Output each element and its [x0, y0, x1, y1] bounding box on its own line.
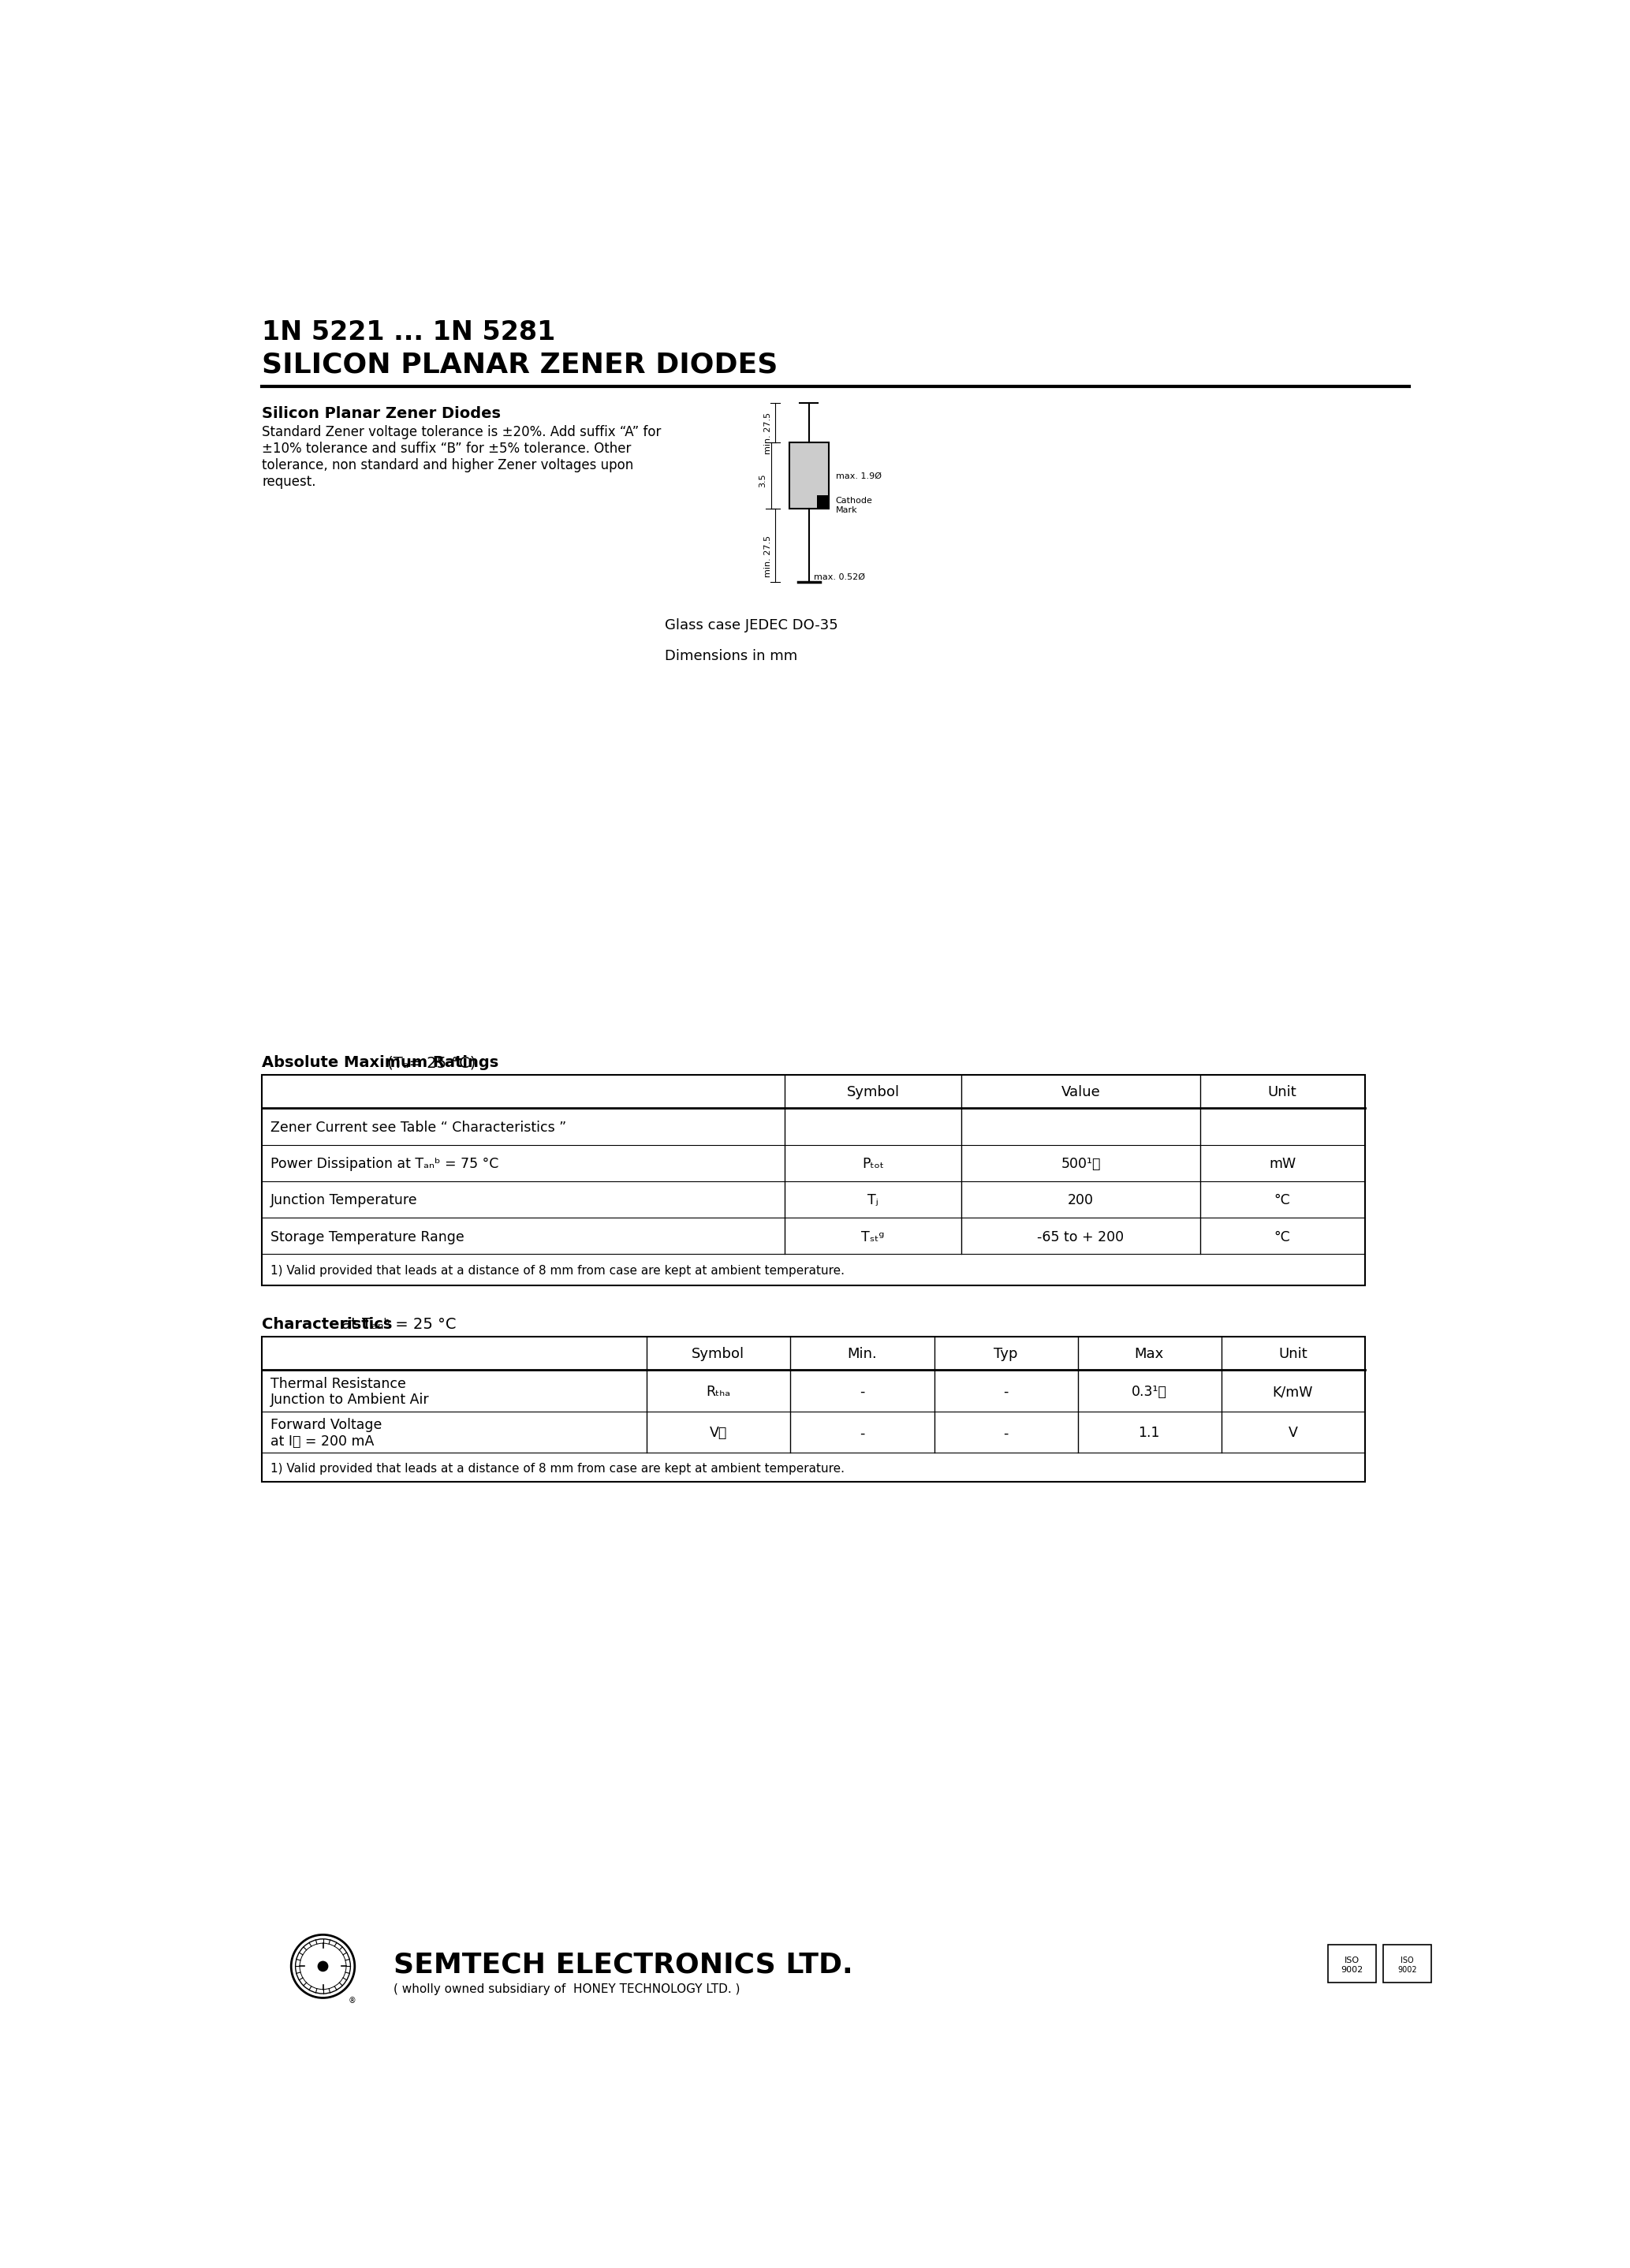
Text: Typ: Typ	[994, 1347, 1017, 1361]
Text: Characteristics: Characteristics	[262, 1318, 393, 1331]
Text: SEMTECH ELECTRONICS LTD.: SEMTECH ELECTRONICS LTD.	[393, 1950, 852, 1978]
Text: ISO
9002: ISO 9002	[1341, 1957, 1363, 1973]
Text: Silicon Planar Zener Diodes: Silicon Planar Zener Diodes	[262, 406, 500, 422]
Text: Storage Temperature Range: Storage Temperature Range	[271, 1229, 465, 1245]
Text: ( wholly owned subsidiary of  HONEY TECHNOLOGY LTD. ): ( wholly owned subsidiary of HONEY TECHN…	[393, 1982, 740, 1996]
Text: Standard Zener voltage tolerance is ±20%. Add suffix “A” for
±10% tolerance and : Standard Zener voltage tolerance is ±20%…	[262, 424, 662, 488]
Text: -65 to + 200: -65 to + 200	[1037, 1229, 1125, 1245]
Text: mW: mW	[1270, 1157, 1296, 1170]
Text: Min.: Min.	[848, 1347, 877, 1361]
Text: 3.5: 3.5	[758, 474, 766, 488]
Text: K/mW: K/mW	[1273, 1386, 1314, 1399]
Text: 1) Valid provided that leads at a distance of 8 mm from case are kept at ambient: 1) Valid provided that leads at a distan…	[271, 1463, 844, 1474]
Text: Glass case JEDEC DO-35: Glass case JEDEC DO-35	[665, 619, 838, 633]
Text: SILICON PLANAR ZENER DIODES: SILICON PLANAR ZENER DIODES	[262, 352, 778, 379]
Text: 1) Valid provided that leads at a distance of 8 mm from case are kept at ambient: 1) Valid provided that leads at a distan…	[271, 1266, 844, 1277]
Bar	[262, 1336, 1364, 1481]
Text: -: -	[859, 1386, 864, 1399]
Text: 500¹⧠: 500¹⧠	[1061, 1157, 1100, 1170]
Text: Unit: Unit	[1268, 1086, 1297, 1100]
Text: (Tₐ= 25 °C): (Tₐ= 25 °C)	[381, 1055, 476, 1070]
Text: V: V	[1288, 1427, 1297, 1440]
Text: -: -	[1002, 1386, 1007, 1399]
Text: Unit: Unit	[1278, 1347, 1307, 1361]
Text: -: -	[1002, 1427, 1007, 1440]
Text: 1.1: 1.1	[1138, 1427, 1161, 1440]
Text: Tⱼ: Tⱼ	[867, 1193, 879, 1207]
Text: Symbol: Symbol	[846, 1086, 900, 1100]
Text: V₟: V₟	[709, 1427, 727, 1440]
Text: -: -	[859, 1427, 864, 1440]
Text: 0.3¹⧠: 0.3¹⧠	[1131, 1386, 1167, 1399]
Text: min. 27.5: min. 27.5	[764, 413, 771, 454]
Text: ®: ®	[349, 1996, 357, 2005]
Text: Tₛₜᵍ: Tₛₜᵍ	[861, 1229, 885, 1245]
Text: °C: °C	[1275, 1229, 1291, 1245]
Text: Symbol: Symbol	[691, 1347, 745, 1361]
Text: Value: Value	[1061, 1086, 1100, 1100]
Text: ISO
9002: ISO 9002	[1397, 1957, 1416, 1973]
Text: 200: 200	[1068, 1193, 1094, 1207]
Text: Thermal Resistance
Junction to Ambient Air: Thermal Resistance Junction to Ambient A…	[271, 1377, 429, 1406]
Text: Max: Max	[1134, 1347, 1164, 1361]
Text: at Tₐₙᵇ = 25 °C: at Tₐₙᵇ = 25 °C	[337, 1318, 456, 1331]
Text: 1N 5221 ... 1N 5281: 1N 5221 ... 1N 5281	[262, 320, 556, 345]
Bar	[1384, 1946, 1431, 1982]
Text: Zener Current see Table “ Characteristics ”: Zener Current see Table “ Characteristic…	[271, 1120, 566, 1134]
Text: Dimensions in mm: Dimensions in mm	[665, 649, 797, 662]
Text: °C: °C	[1275, 1193, 1291, 1207]
Circle shape	[318, 1962, 328, 1971]
Text: min. 27.5: min. 27.5	[764, 535, 771, 578]
Bar	[1328, 1946, 1376, 1982]
Bar	[262, 1075, 1364, 1286]
Text: Power Dissipation at Tₐₙᵇ = 75 °C: Power Dissipation at Tₐₙᵇ = 75 °C	[271, 1157, 499, 1170]
Text: Rₜₕₐ: Rₜₕₐ	[706, 1386, 730, 1399]
Bar	[817, 497, 828, 508]
Text: max. 0.52Ø: max. 0.52Ø	[813, 574, 866, 581]
Text: Forward Voltage
at I₟ = 200 mA: Forward Voltage at I₟ = 200 mA	[271, 1418, 381, 1449]
Bar	[789, 442, 830, 508]
Text: max. 1.9Ø: max. 1.9Ø	[836, 472, 882, 481]
Text: Pₜₒₜ: Pₜₒₜ	[862, 1157, 883, 1170]
Text: Absolute Maximum Ratings: Absolute Maximum Ratings	[262, 1055, 499, 1070]
Text: Cathode
Mark: Cathode Mark	[836, 497, 872, 515]
Text: Junction Temperature: Junction Temperature	[271, 1193, 417, 1207]
